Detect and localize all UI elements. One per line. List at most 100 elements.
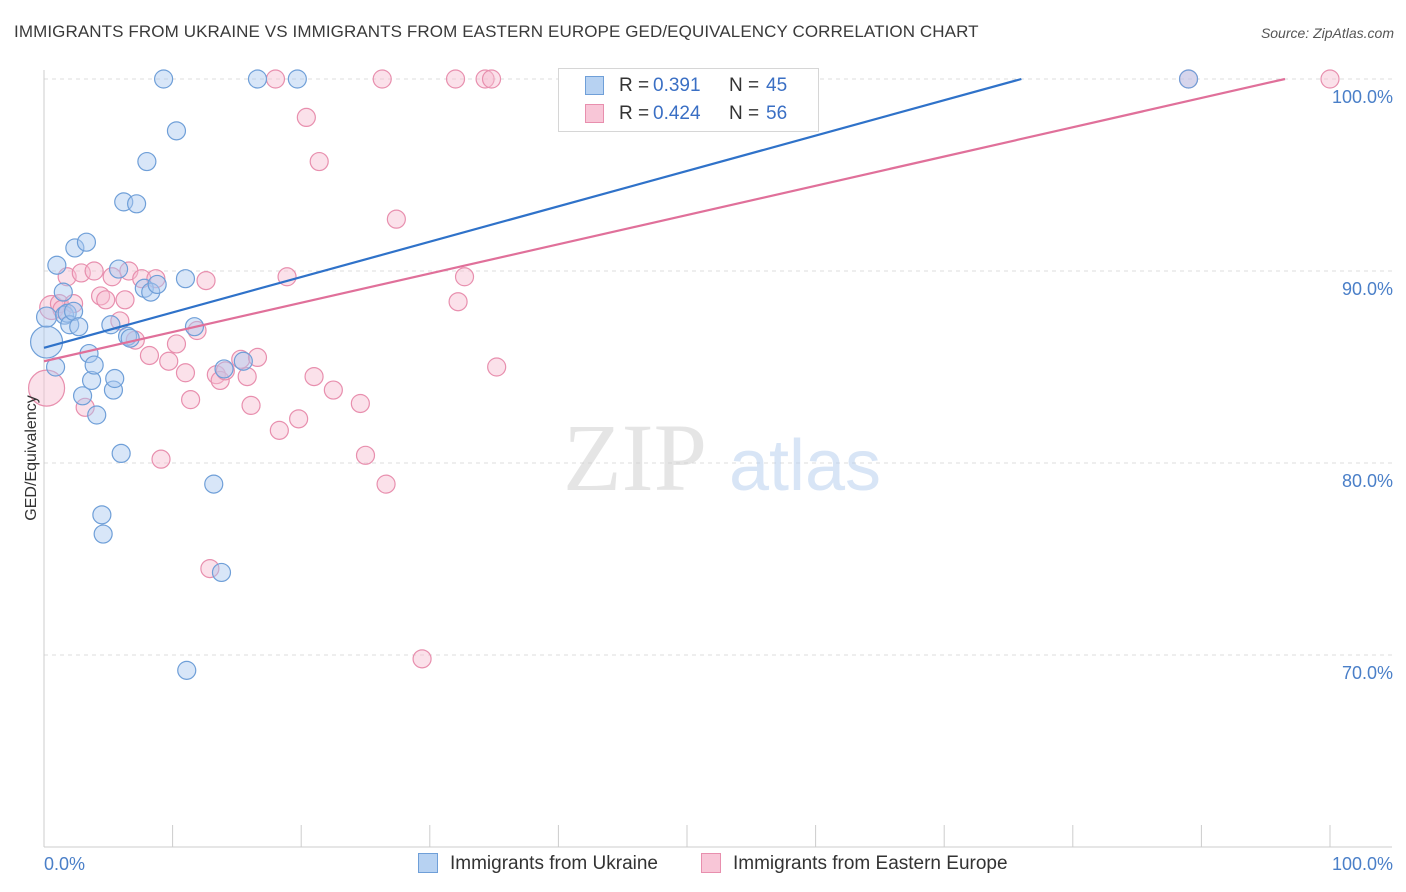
point-eastern-europe [241,395,261,415]
point-ukraine [108,259,129,279]
point-ukraine [214,359,234,379]
point-ukraine [29,325,64,359]
point-ukraine [63,301,84,321]
point-eastern-europe [412,649,432,669]
x-tick-label-max: 100.0% [1332,854,1393,874]
point-eastern-europe [376,474,396,494]
point-eastern-europe [159,351,179,371]
point-eastern-europe [210,370,230,391]
point-ukraine [166,121,187,141]
trend-line-eastern-europe [43,77,1286,363]
point-eastern-europe [296,107,316,128]
point-eastern-europe [481,69,502,89]
point-eastern-europe [200,558,220,579]
point-eastern-europe [372,69,392,89]
point-eastern-europe [196,271,216,291]
point-eastern-europe [96,290,116,310]
point-ukraine [47,255,67,275]
point-ukraine [69,317,89,337]
point-ukraine [247,69,268,89]
stats-legend: R = 0.391 N = 45 R = 0.424 N = 56 [558,68,819,132]
source-label: Source: ZipAtlas.com [1260,25,1394,41]
trend-lines [43,77,1286,363]
point-eastern-europe [475,69,495,89]
bottom-legend-swatch-ukraine [418,853,438,873]
y-tick-label: 80.0% [1342,471,1393,491]
point-ukraine [93,524,113,544]
legend-r-value: 0.391 [653,75,701,96]
legend-r-label: R = [619,75,650,96]
legend-swatch-ukraine [585,76,604,95]
point-eastern-europe [139,345,160,366]
point-ukraine [65,238,85,258]
point-ukraine [1178,69,1199,89]
point-eastern-europe [181,390,201,410]
y-tick-label: 100.0% [1332,87,1393,107]
point-eastern-europe [90,286,111,306]
point-eastern-europe [304,367,324,387]
point-ukraine [84,355,104,375]
point-ukraine [53,282,73,302]
point-eastern-europe [309,151,329,172]
point-eastern-europe [386,209,406,229]
bottom-legend-label-eastern-europe: Immigrants from Eastern Europe [733,853,1008,874]
point-ukraine [120,328,140,348]
point-ukraine [76,232,97,252]
point-ukraine [287,69,307,89]
legend-swatch-eastern-europe [585,104,604,123]
y-tick-label: 90.0% [1342,279,1393,299]
point-ukraine [137,151,157,172]
point-ukraine [204,474,224,494]
chart-title: IMMIGRANTS FROM UKRAINE VS IMMIGRANTS FR… [14,22,979,41]
point-eastern-europe [102,267,122,287]
point-eastern-europe [269,420,289,440]
point-eastern-europe [448,292,468,312]
point-ukraine [233,351,253,371]
point-eastern-europe [355,445,376,465]
series-ukraine-points [29,69,1199,680]
point-eastern-europe [166,334,187,354]
bottom-legend-swatch-eastern-europe [701,853,721,873]
point-ukraine [92,505,112,525]
point-ukraine [72,386,93,406]
point-eastern-europe [454,267,475,287]
point-ukraine [177,660,197,680]
legend-n-label: N = [729,103,760,124]
point-ukraine [211,562,232,583]
legend-n-value: 45 [766,75,788,96]
point-eastern-europe [487,357,507,377]
point-eastern-europe [247,347,268,367]
y-axis-label: GED/Equivalency [23,395,40,520]
point-eastern-europe [175,363,196,383]
point-eastern-europe [84,261,104,281]
point-eastern-europe [323,380,343,400]
trend-line-ukraine [43,77,1022,349]
point-eastern-europe [151,449,171,469]
watermark-atlas: atlas [729,426,881,506]
axes [43,70,1392,848]
point-eastern-europe [265,69,286,89]
x-axis-ticks [172,825,1331,847]
point-eastern-europe [115,290,135,310]
legend-n-value: 56 [766,103,788,124]
y-axis-tick-labels: 100.0% 90.0% 80.0% 70.0% [1332,87,1393,683]
point-ukraine [147,274,167,295]
point-eastern-europe [350,393,370,414]
legend-r-value: 0.424 [653,103,701,124]
x-tick-label-min: 0.0% [44,854,85,874]
point-ukraine [105,368,125,389]
point-eastern-europe [237,367,257,387]
legend-r-label: R = [619,103,650,124]
point-ukraine [35,306,58,328]
watermark-zip: ZIP [563,404,707,511]
point-ukraine [141,282,161,302]
point-ukraine [87,405,107,425]
y-tick-label: 70.0% [1342,663,1393,683]
point-eastern-europe [289,409,309,429]
point-ukraine [126,194,147,214]
point-ukraine [111,443,131,463]
bottom-legend-label-ukraine: Immigrants from Ukraine [450,853,658,874]
legend-n-label: N = [729,75,760,96]
point-ukraine [153,69,174,89]
